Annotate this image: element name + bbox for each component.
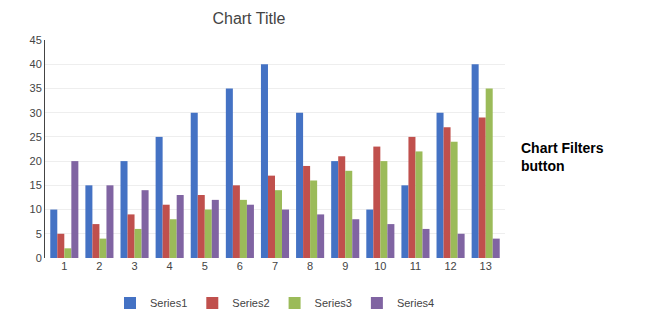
svg-text:6: 6 bbox=[237, 260, 243, 272]
svg-text:Series2: Series2 bbox=[232, 297, 269, 309]
svg-text:5: 5 bbox=[36, 228, 42, 240]
svg-text:12: 12 bbox=[444, 260, 456, 272]
svg-text:13: 13 bbox=[480, 260, 492, 272]
svg-text:15: 15 bbox=[30, 179, 42, 191]
svg-text:Series4: Series4 bbox=[397, 297, 434, 309]
svg-text:Chart Title: Chart Title bbox=[212, 10, 285, 27]
svg-text:Series1: Series1 bbox=[150, 297, 187, 309]
svg-text:10: 10 bbox=[30, 203, 42, 215]
svg-text:Chart Filtersbutton: Chart Filtersbutton bbox=[521, 140, 604, 174]
svg-text:5: 5 bbox=[202, 260, 208, 272]
svg-text:45: 45 bbox=[30, 34, 42, 46]
svg-text:9: 9 bbox=[342, 260, 348, 272]
svg-text:Series3: Series3 bbox=[315, 297, 352, 309]
svg-text:7: 7 bbox=[272, 260, 278, 272]
svg-text:8: 8 bbox=[307, 260, 313, 272]
svg-text:40: 40 bbox=[30, 58, 42, 70]
svg-text:1: 1 bbox=[61, 260, 67, 272]
svg-text:0: 0 bbox=[36, 252, 42, 264]
svg-text:25: 25 bbox=[30, 131, 42, 143]
svg-text:10: 10 bbox=[374, 260, 386, 272]
svg-text:20: 20 bbox=[30, 155, 42, 167]
svg-text:2: 2 bbox=[96, 260, 102, 272]
svg-text:35: 35 bbox=[30, 82, 42, 94]
svg-text:11: 11 bbox=[410, 260, 421, 272]
svg-text:4: 4 bbox=[167, 260, 173, 272]
svg-text:3: 3 bbox=[131, 260, 137, 272]
svg-text:30: 30 bbox=[30, 107, 42, 119]
